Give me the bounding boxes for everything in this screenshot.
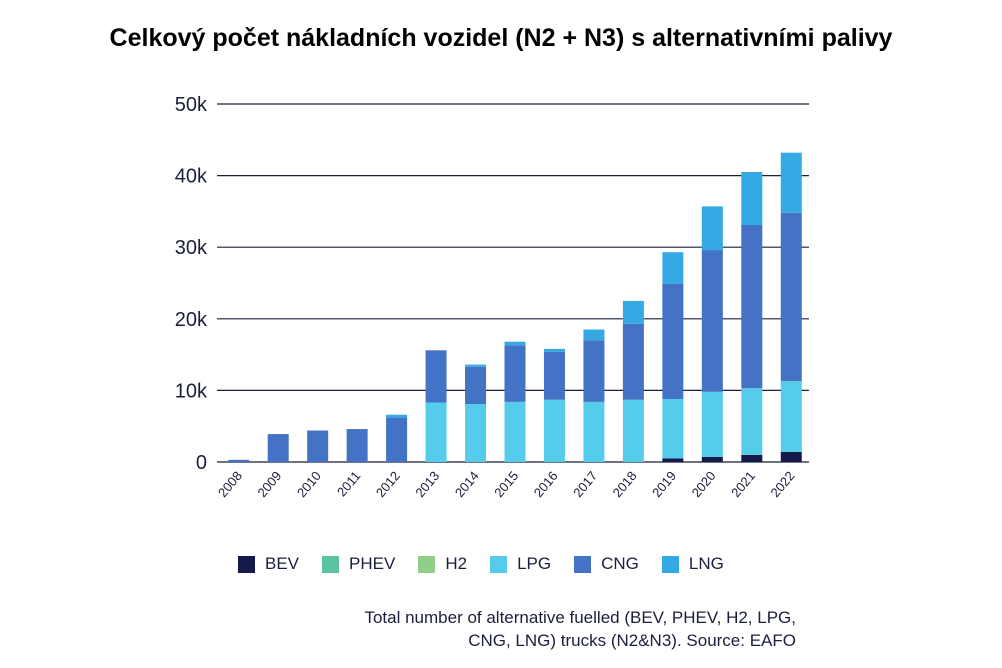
y-tick-label: 30k xyxy=(175,237,208,259)
bar-segment-lng xyxy=(583,329,605,341)
bar-segment-lpg xyxy=(662,398,684,459)
y-tick-label: 20k xyxy=(175,309,208,331)
bar-segment-lng xyxy=(622,300,644,324)
x-tick-label: 2016 xyxy=(531,468,561,500)
bar-segment-lpg xyxy=(622,399,644,462)
x-tick-label: 2012 xyxy=(373,468,403,500)
chart-caption: Total number of alternative fuelled (BEV… xyxy=(146,606,796,652)
caption-line-2: CNG, LNG) trucks (N2&N3). Source: EAFO xyxy=(468,631,796,650)
bar-segment-lng xyxy=(662,252,684,284)
legend-swatch xyxy=(418,555,436,573)
bar-segment-cng xyxy=(543,351,565,400)
bar-segment-cng xyxy=(662,283,684,399)
x-tick-label: 2011 xyxy=(334,468,363,499)
bar-segment-cng xyxy=(465,366,487,405)
legend-swatch xyxy=(238,555,255,573)
legend-label: LNG xyxy=(688,554,724,573)
bar-segment-lpg xyxy=(543,399,565,462)
y-tick-label: 40k xyxy=(175,166,208,188)
bar-segment-lpg xyxy=(741,388,763,455)
bar-segment-cng xyxy=(386,417,408,462)
legend-label: PHEV xyxy=(349,554,396,573)
bar-segment-lng xyxy=(780,152,802,213)
legend-item-bev: BEV xyxy=(238,554,299,574)
legend-label: LPG xyxy=(517,554,552,573)
legend-item-h2: H2 xyxy=(418,554,467,574)
x-tick-label: 2017 xyxy=(570,468,600,500)
legend-item-phev: PHEV xyxy=(322,554,395,574)
bar-segment-cng xyxy=(780,212,802,382)
bar-segment-lng xyxy=(543,348,565,352)
x-tick-label: 2020 xyxy=(689,468,719,500)
bar-segment-cng xyxy=(267,434,289,462)
bar-segment-bev xyxy=(741,454,763,462)
bar-segment-cng xyxy=(425,350,447,403)
bar-segment-lpg xyxy=(701,391,723,457)
legend-label: CNG xyxy=(601,554,639,573)
bar-segment-cng xyxy=(346,429,368,462)
x-tick-label: 2018 xyxy=(610,468,640,500)
bar-segment-lng xyxy=(504,341,526,346)
chart-legend: BEV PHEV H2 LPG CNG LNG xyxy=(238,554,747,574)
x-tick-label: 2014 xyxy=(452,468,482,500)
bar-segment-lpg xyxy=(465,404,487,462)
bar-segment-bev xyxy=(701,456,723,462)
bar-segment-lpg xyxy=(780,381,802,452)
x-tick-label: 2022 xyxy=(767,468,797,500)
bar-segment-cng xyxy=(741,225,763,389)
legend-swatch xyxy=(322,555,340,573)
legend-item-lng: LNG xyxy=(661,554,724,574)
y-tick-label: 50k xyxy=(175,94,208,116)
y-tick-label: 10k xyxy=(175,380,208,402)
x-tick-label: 2021 xyxy=(728,468,758,500)
x-tick-label: 2013 xyxy=(412,468,442,500)
x-tick-label: 2015 xyxy=(491,468,521,500)
bar-segment-lng xyxy=(386,414,408,418)
bar-segment-cng xyxy=(307,430,329,462)
x-tick-label: 2008 xyxy=(215,468,245,500)
bar-segment-bev xyxy=(662,458,684,462)
bar-segment-cng xyxy=(701,250,723,392)
bar-segment-lng xyxy=(701,206,723,251)
bar-segment-lpg xyxy=(504,401,526,462)
y-tick-label: 0 xyxy=(196,452,207,474)
legend-label: H2 xyxy=(445,554,468,573)
caption-line-1: Total number of alternative fuelled (BEV… xyxy=(364,608,796,627)
legend-swatch xyxy=(574,555,592,573)
legend-swatch xyxy=(661,555,679,573)
bar-segment-cng xyxy=(583,340,605,402)
legend-item-lpg: LPG xyxy=(490,554,551,574)
bar-segment-lng xyxy=(465,364,487,367)
legend-label: BEV xyxy=(265,554,300,573)
x-tick-label: 2009 xyxy=(254,468,284,500)
legend-item-cng: CNG xyxy=(574,554,639,574)
bar-segment-lpg xyxy=(583,401,605,462)
bar-segment-cng xyxy=(622,323,644,400)
bar-segment-cng xyxy=(228,459,250,462)
x-tick-label: 2019 xyxy=(649,468,679,500)
bar-segment-lng xyxy=(741,172,763,226)
legend-swatch xyxy=(490,555,508,573)
bar-segment-cng xyxy=(504,345,526,402)
bar-segment-bev xyxy=(780,451,802,462)
bar-segment-lpg xyxy=(425,402,447,462)
x-tick-label: 2010 xyxy=(294,468,324,500)
chart-title: Celkový počet nákladních vozidel (N2 + N… xyxy=(109,24,893,52)
